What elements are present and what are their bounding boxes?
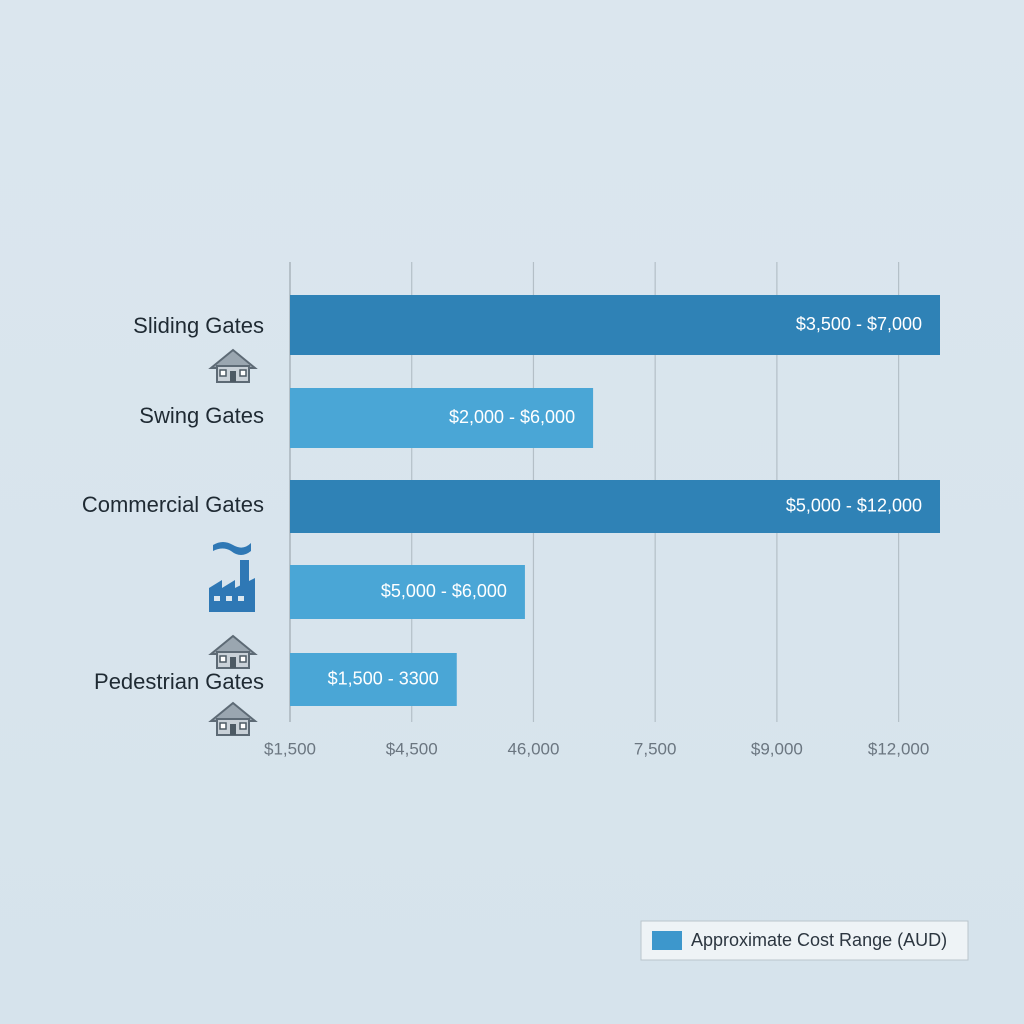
- value-label: $1,500 - 3300: [328, 668, 439, 688]
- bar: [290, 565, 525, 619]
- x-tick-label: $1,500: [264, 739, 316, 758]
- legend-box: [640, 920, 969, 961]
- value-label: $5,000 - $12,000: [786, 495, 922, 515]
- bar: [290, 295, 940, 355]
- bar: [290, 388, 594, 448]
- value-label: $3,500 - $7,000: [796, 314, 922, 334]
- x-tick-label: $9,000: [751, 739, 803, 758]
- bar: [290, 480, 940, 533]
- legend-label: Approximate Cost Range (AUD): [691, 930, 947, 950]
- x-tick-label: $4,500: [386, 739, 438, 758]
- value-label: $5,000 - $6,000: [381, 581, 507, 601]
- factory-icon: [209, 542, 255, 612]
- y-tick-label: Pedestrian Gates: [94, 669, 264, 694]
- y-tick-label: Commercial Gates: [82, 492, 264, 517]
- y-tick-label: Sliding Gates: [133, 313, 264, 338]
- x-tick-label: $12,000: [868, 739, 929, 758]
- x-tick-label: 46,000: [507, 739, 559, 758]
- x-tick-label: 7,500: [634, 739, 677, 758]
- value-label: $2,000 - $6,000: [449, 407, 575, 427]
- legend: Approximate Cost Range (AUD): [640, 920, 969, 961]
- legend-swatch: [652, 931, 682, 950]
- bar: [290, 653, 457, 706]
- y-tick-label: Swing Gates: [139, 403, 264, 428]
